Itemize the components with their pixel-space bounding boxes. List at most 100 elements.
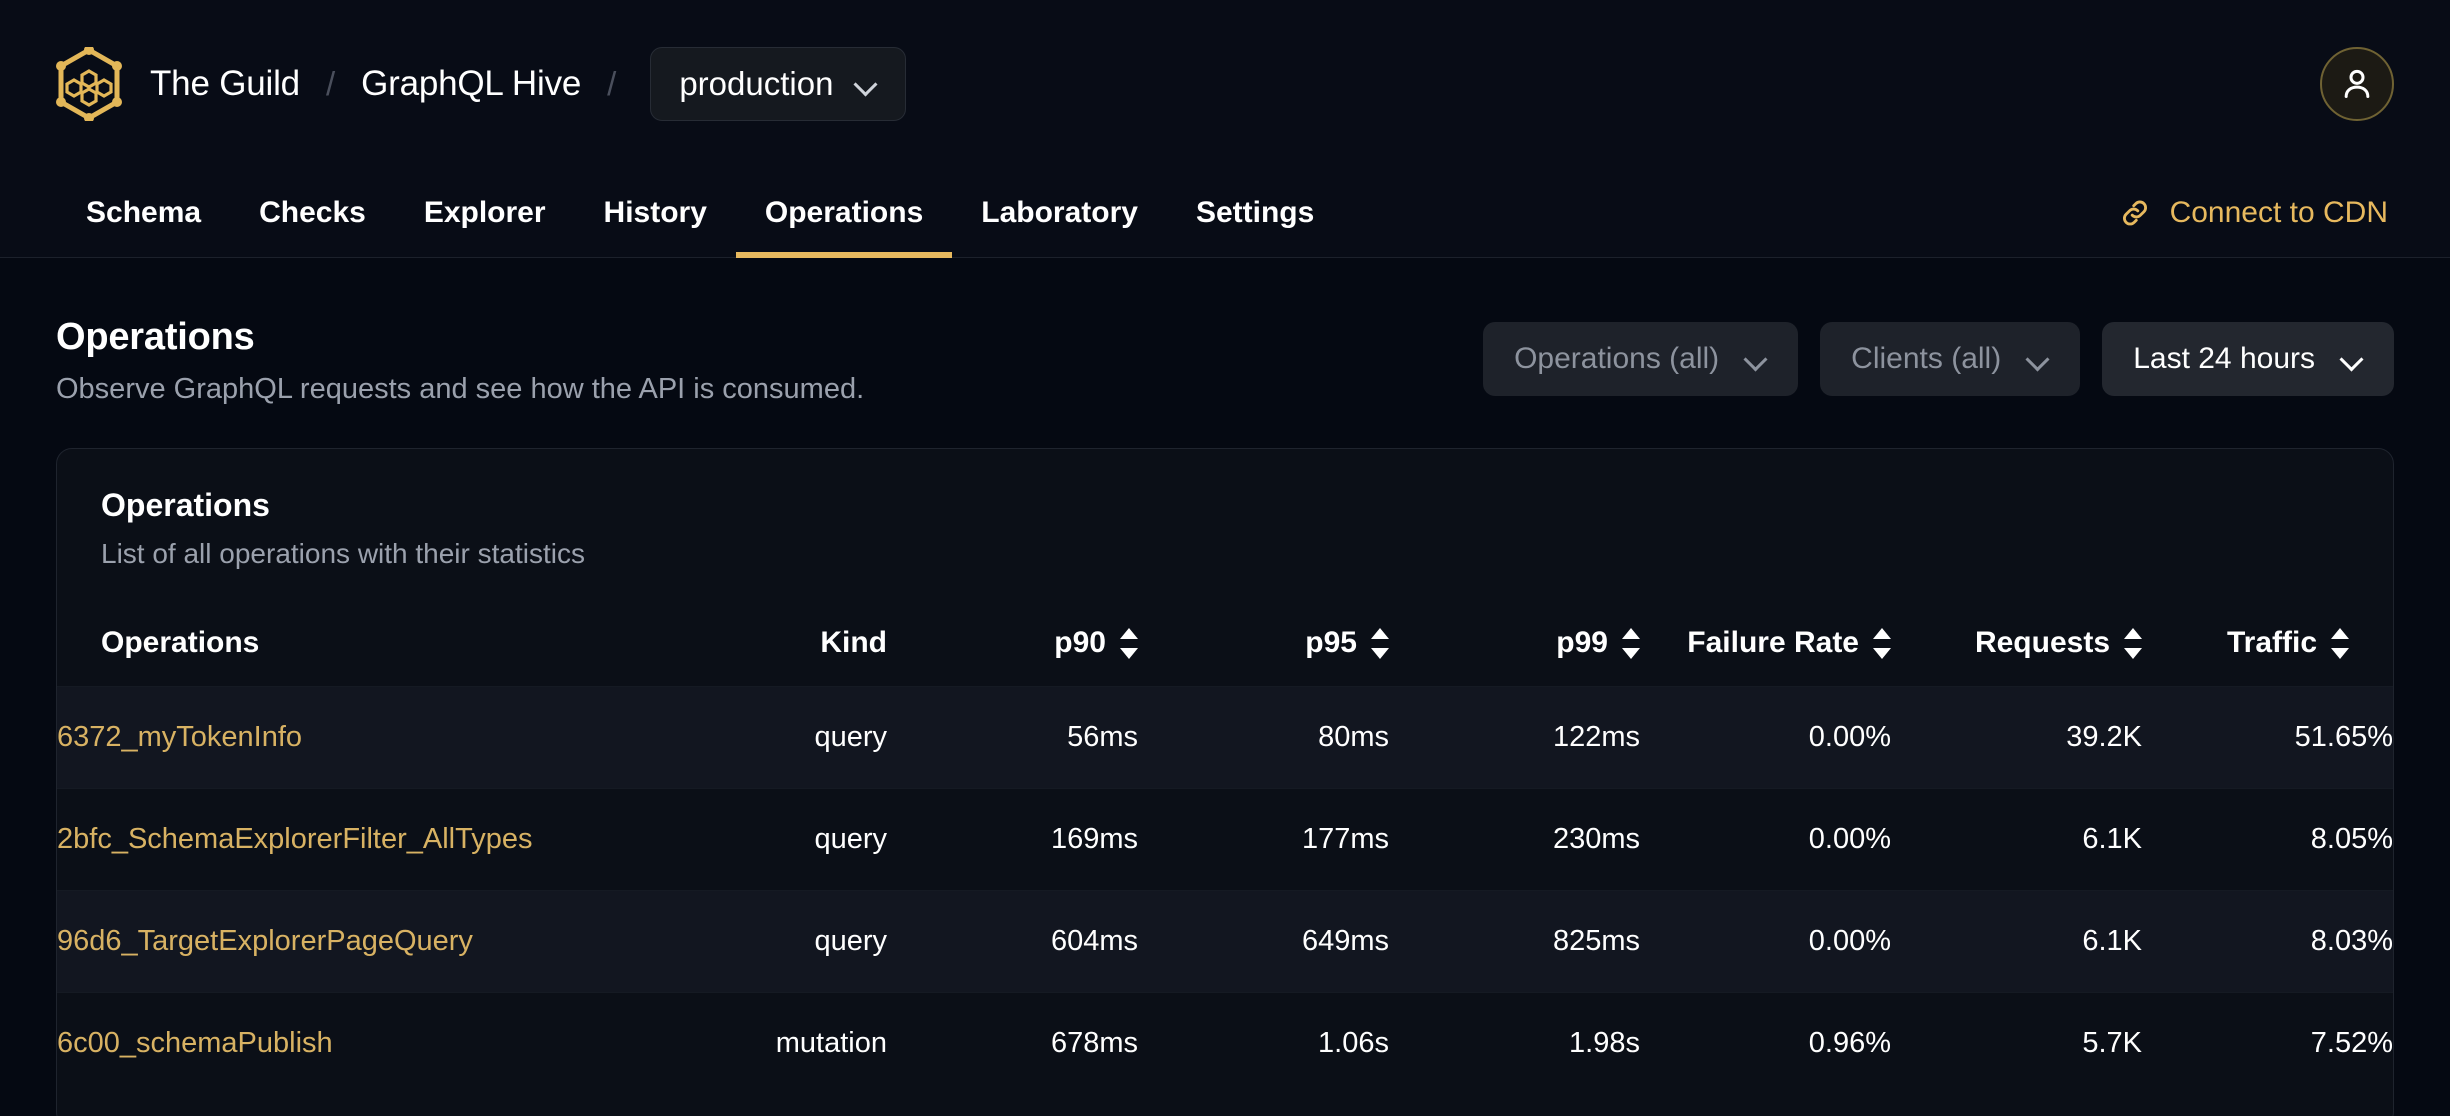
operations-card: Operations List of all operations with t… — [56, 448, 2394, 1116]
column-label: p95 — [1305, 626, 1357, 659]
column-header-p95[interactable]: p95 — [1138, 600, 1389, 687]
column-header-inner: Operations — [101, 626, 259, 660]
sort-toggle-icon[interactable] — [2331, 627, 2349, 659]
avatar[interactable] — [2320, 47, 2394, 121]
operations-filter-button[interactable]: Operations (all) — [1483, 322, 1799, 396]
cell-p99: 122ms — [1389, 686, 1640, 789]
tab-laboratory[interactable]: Laboratory — [952, 168, 1167, 257]
cell-p90: 169ms — [887, 788, 1138, 891]
cell-p95: 80ms — [1138, 686, 1389, 789]
cell-traffic: 7.52% — [2142, 992, 2393, 1094]
cell-p99: 825ms — [1389, 890, 1640, 993]
operation-link[interactable]: 2bfc_SchemaExplorerFilter_AllTypes — [57, 823, 533, 855]
time-range-filter-label: Last 24 hours — [2133, 342, 2315, 375]
cell-operation: 2bfc_SchemaExplorerFilter_AllTypes — [57, 788, 657, 891]
tab-label: Laboratory — [981, 195, 1138, 229]
page-header-text: Operations Observe GraphQL requests and … — [56, 316, 864, 406]
link-chain-icon — [2122, 200, 2147, 225]
page-subtitle: Observe GraphQL requests and see how the… — [56, 373, 865, 405]
sort-toggle-icon[interactable] — [1120, 627, 1138, 659]
operation-link[interactable]: 96d6_TargetExplorerPageQuery — [57, 925, 473, 957]
connect-to-cdn-link[interactable]: Connect to CDN — [2118, 168, 2394, 257]
tab-label: History — [603, 195, 707, 229]
tab-settings[interactable]: Settings — [1167, 168, 1343, 257]
column-header-kind: Kind — [657, 600, 887, 687]
cell-traffic: 51.65% — [2142, 686, 2393, 789]
column-header-operations: Operations — [57, 600, 657, 687]
tab-operations[interactable]: Operations — [735, 168, 953, 258]
cell-p95: 1.06s — [1138, 992, 1389, 1094]
table-header-row: Operations Kind p90 p95 — [57, 600, 2393, 687]
column-label: Traffic — [2226, 626, 2317, 659]
page-title: Operations — [56, 316, 255, 358]
table-head: Operations Kind p90 p95 — [57, 600, 2393, 687]
column-header-p99[interactable]: p99 — [1389, 600, 1640, 687]
operation-link[interactable]: 6c00_schemaPublish — [57, 1027, 333, 1059]
column-header-inner[interactable]: Requests — [1975, 626, 2142, 660]
tab-label: Explorer — [423, 195, 546, 229]
column-label: p99 — [1556, 626, 1608, 659]
column-header-inner[interactable]: Traffic — [2227, 626, 2349, 660]
tab-schema[interactable]: Schema — [56, 168, 230, 257]
chevron-down-icon — [1745, 348, 1767, 370]
column-label: Failure Rate — [1687, 626, 1859, 659]
cell-kind: query — [657, 788, 887, 891]
tab-checks[interactable]: Checks — [230, 168, 395, 257]
cell-traffic: 8.03% — [2142, 890, 2393, 993]
cell-p90: 56ms — [887, 686, 1138, 789]
clients-filter-button[interactable]: Clients (all) — [1820, 322, 2081, 396]
cell-operation: 6c00_schemaPublish — [57, 992, 657, 1094]
column-header-inner[interactable]: p95 — [1305, 626, 1389, 660]
table-row[interactable]: 6372_myTokenInfo query 56ms 80ms 122ms 0… — [57, 686, 2393, 789]
cell-failure-rate: 0.96% — [1640, 992, 1891, 1094]
column-label: Requests — [1974, 626, 2110, 659]
card-subtitle: List of all operations with their statis… — [101, 538, 585, 569]
column-header-failure-rate[interactable]: Failure Rate — [1640, 600, 1891, 687]
hive-hexagon-logo[interactable] — [56, 47, 122, 121]
cell-p90: 678ms — [887, 992, 1138, 1094]
table-body: 6372_myTokenInfo query 56ms 80ms 122ms 0… — [57, 686, 2393, 1094]
column-header-p90[interactable]: p90 — [887, 600, 1138, 687]
column-header-traffic[interactable]: Traffic — [2142, 600, 2393, 687]
column-label: p90 — [1054, 626, 1106, 659]
cell-p99: 1.98s — [1389, 992, 1640, 1094]
time-range-filter-button[interactable]: Last 24 hours — [2102, 322, 2394, 396]
tab-history[interactable]: History — [575, 168, 736, 257]
cell-p99: 230ms — [1389, 788, 1640, 891]
sort-toggle-icon[interactable] — [1873, 627, 1891, 659]
cell-kind: mutation — [657, 992, 887, 1094]
page-header: Operations Observe GraphQL requests and … — [0, 258, 2450, 406]
table-row[interactable]: 96d6_TargetExplorerPageQuery query 604ms… — [57, 890, 2393, 993]
sort-toggle-icon[interactable] — [2124, 627, 2142, 659]
cell-kind: query — [657, 686, 887, 789]
breadcrumb-separator: / — [607, 65, 617, 102]
chevron-down-icon — [855, 73, 877, 95]
sort-toggle-icon[interactable] — [1622, 627, 1640, 659]
tab-explorer[interactable]: Explorer — [395, 168, 575, 257]
column-header-inner[interactable]: p90 — [1054, 626, 1138, 660]
column-header-requests[interactable]: Requests — [1891, 600, 2142, 687]
sort-toggle-icon[interactable] — [1371, 627, 1389, 659]
top-bar: The Guild / GraphQL Hive / production — [0, 0, 2450, 168]
tab-label: Operations — [764, 195, 924, 229]
table-row[interactable]: 2bfc_SchemaExplorerFilter_AllTypes query… — [57, 788, 2393, 891]
breadcrumb-org[interactable]: The Guild — [150, 64, 300, 103]
column-header-inner[interactable]: Failure Rate — [1687, 626, 1891, 660]
environment-select[interactable]: production — [650, 47, 907, 121]
cell-p95: 649ms — [1138, 890, 1389, 993]
tab-label: Settings — [1195, 195, 1315, 229]
cell-failure-rate: 0.00% — [1640, 686, 1891, 789]
cell-failure-rate: 0.00% — [1640, 788, 1891, 891]
operations-table: Operations Kind p90 p95 — [57, 600, 2393, 1094]
breadcrumb-separator: / — [325, 65, 336, 102]
column-header-inner[interactable]: p99 — [1556, 626, 1640, 660]
column-label: Kind — [820, 626, 887, 659]
clients-filter-label: Clients (all) — [1851, 342, 2002, 375]
nav-items: Schema Checks Explorer History Operation… — [56, 168, 1343, 258]
operation-link[interactable]: 6372_myTokenInfo — [57, 721, 303, 753]
breadcrumb-project[interactable]: GraphQL Hive — [361, 64, 582, 103]
table-row[interactable]: 6c00_schemaPublish mutation 678ms 1.06s … — [57, 992, 2393, 1094]
column-label: Operations — [101, 626, 260, 659]
filter-bar: Operations (all) Clients (all) Last 24 h… — [1483, 316, 2394, 396]
cell-failure-rate: 0.00% — [1640, 890, 1891, 993]
